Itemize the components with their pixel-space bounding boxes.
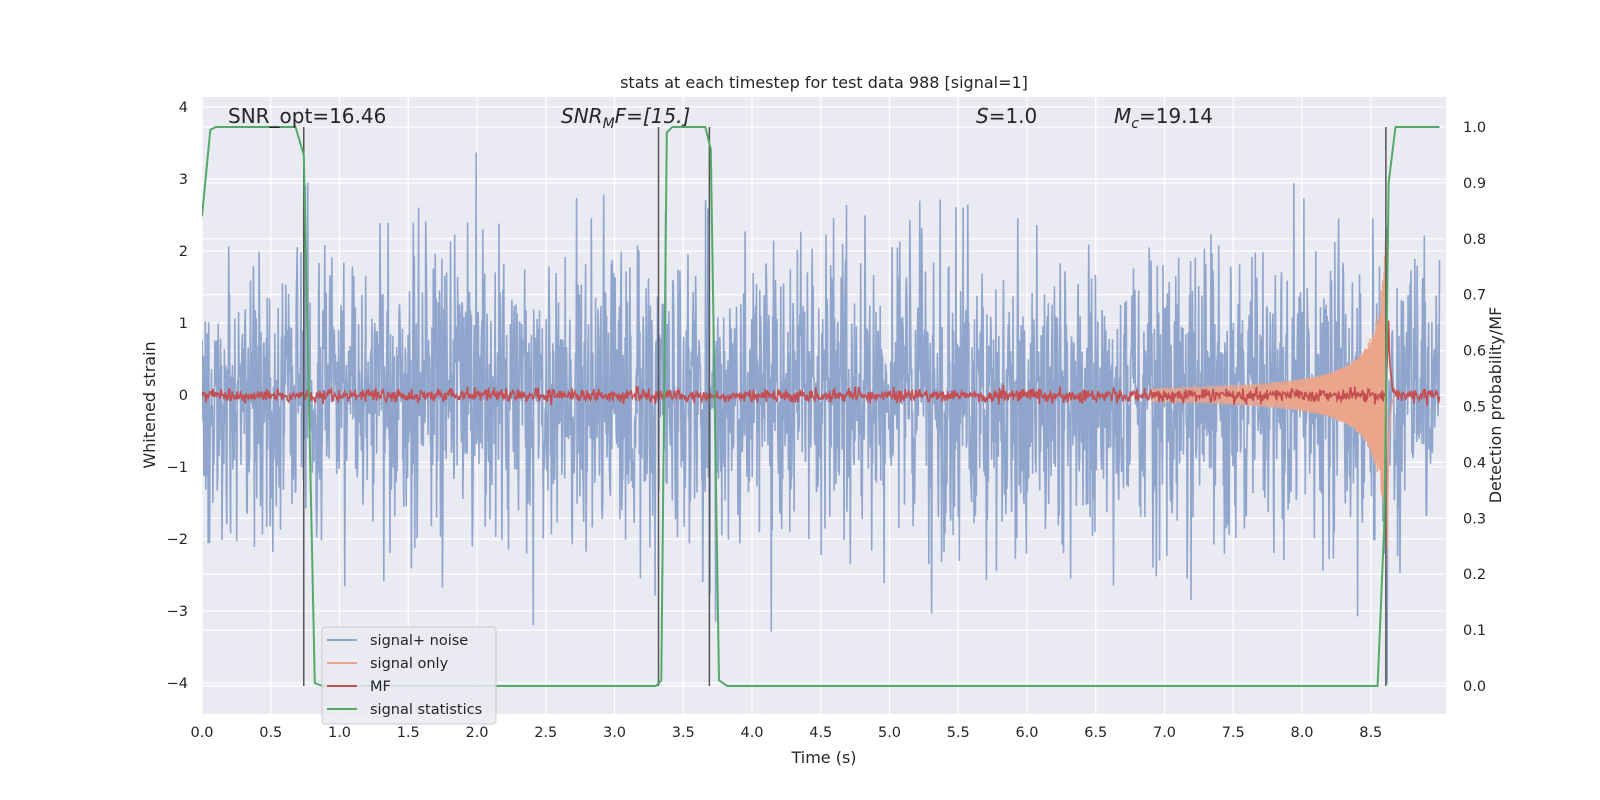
y-left-tick-labels: 4 3 2 1 0 −1 −2 −3 −4 bbox=[167, 100, 188, 692]
y-left-tick-label: 2 bbox=[179, 244, 188, 260]
x-tick-label: 1.0 bbox=[328, 725, 351, 741]
legend-label-signal-noise: signal+ noise bbox=[370, 633, 468, 649]
y-axis-label-left: Whitened strain bbox=[140, 341, 159, 468]
y-right-tick-label: 0.2 bbox=[1463, 567, 1486, 583]
y-right-tick-label: 0.7 bbox=[1463, 288, 1486, 304]
x-tick-label: 1.5 bbox=[397, 725, 420, 741]
series-signal-statistics bbox=[202, 126, 1440, 687]
x-tick-label: 6.5 bbox=[1084, 725, 1107, 741]
x-tick-label: 2.0 bbox=[465, 725, 488, 741]
x-tick-label: 7.5 bbox=[1222, 725, 1245, 741]
x-tick-label: 7.0 bbox=[1153, 725, 1176, 741]
y-right-tick-label: 0.9 bbox=[1463, 176, 1486, 192]
y-right-tick-labels: 1.0 0.9 0.8 0.7 0.6 0.5 0.4 0.3 0.2 0.1 0.0 bbox=[1463, 120, 1486, 695]
legend: signal+ noise signal only MF signal stat… bbox=[321, 626, 497, 725]
annotation-snr-opt: SNR_opt=16.46 bbox=[228, 104, 386, 128]
y-left-tick-label: 0 bbox=[179, 388, 188, 404]
y-left-tick-label: −3 bbox=[167, 604, 188, 620]
y-right-tick-label: 0.1 bbox=[1463, 623, 1486, 639]
series-signal-plus-noise bbox=[202, 152, 1441, 684]
x-tick-label: 3.0 bbox=[603, 725, 626, 741]
x-tick-label: 4.5 bbox=[809, 725, 832, 741]
y-right-tick-label: 0.8 bbox=[1463, 232, 1486, 248]
series-layer bbox=[202, 126, 1441, 687]
y-right-tick-label: 0.6 bbox=[1463, 344, 1486, 360]
x-tick-label: 5.5 bbox=[947, 725, 970, 741]
x-tick-labels: 0.0 0.5 1.0 1.5 2.0 2.5 3.0 3.5 4.0 4.5 5.0 5.5 6.0 6… bbox=[190, 725, 1382, 741]
y-right-tick-label: 1.0 bbox=[1463, 120, 1486, 136]
chart-title: stats at each timestep for test data 988… bbox=[620, 73, 1028, 92]
series-mf bbox=[202, 320, 1441, 407]
y-left-tick-label: 3 bbox=[179, 172, 188, 188]
y-left-tick-label: −4 bbox=[167, 676, 188, 692]
x-tick-label: 6.0 bbox=[1015, 725, 1038, 741]
x-tick-label: 4.0 bbox=[740, 725, 763, 741]
legend-label-mf: MF bbox=[370, 679, 391, 695]
annotation-mc: Mc=19.14 bbox=[1114, 104, 1213, 132]
y-right-tick-label: 0.4 bbox=[1463, 455, 1486, 471]
annotation-snr-mf: SNRMF=[15.] bbox=[561, 104, 690, 132]
legend-label-signal-only: signal only bbox=[370, 656, 449, 672]
y-left-tick-label: 4 bbox=[179, 100, 188, 116]
y-right-tick-label: 0.5 bbox=[1463, 400, 1486, 416]
x-tick-label: 0.5 bbox=[259, 725, 282, 741]
y-axis-label-right: Detection probability/MF bbox=[1486, 307, 1505, 504]
legend-box bbox=[321, 626, 497, 725]
x-tick-label: 3.5 bbox=[672, 725, 695, 741]
x-tick-label: 5.0 bbox=[878, 725, 901, 741]
x-tick-label: 0.0 bbox=[190, 725, 213, 741]
annotation-s: S=1.0 bbox=[976, 104, 1037, 128]
x-tick-label: 2.5 bbox=[534, 725, 557, 741]
x-tick-label: 8.0 bbox=[1290, 725, 1313, 741]
y-right-tick-label: 0.0 bbox=[1463, 679, 1486, 695]
x-axis-label: Time (s) bbox=[790, 748, 856, 767]
x-tick-label: 8.5 bbox=[1359, 725, 1382, 741]
y-left-tick-label: 1 bbox=[179, 316, 188, 332]
y-left-tick-label: −1 bbox=[167, 460, 188, 476]
series-signal-only bbox=[1137, 241, 1401, 570]
legend-label-signal-statistics: signal statistics bbox=[370, 702, 482, 718]
y-right-tick-label: 0.3 bbox=[1463, 511, 1486, 527]
y-left-tick-label: −2 bbox=[167, 532, 188, 548]
